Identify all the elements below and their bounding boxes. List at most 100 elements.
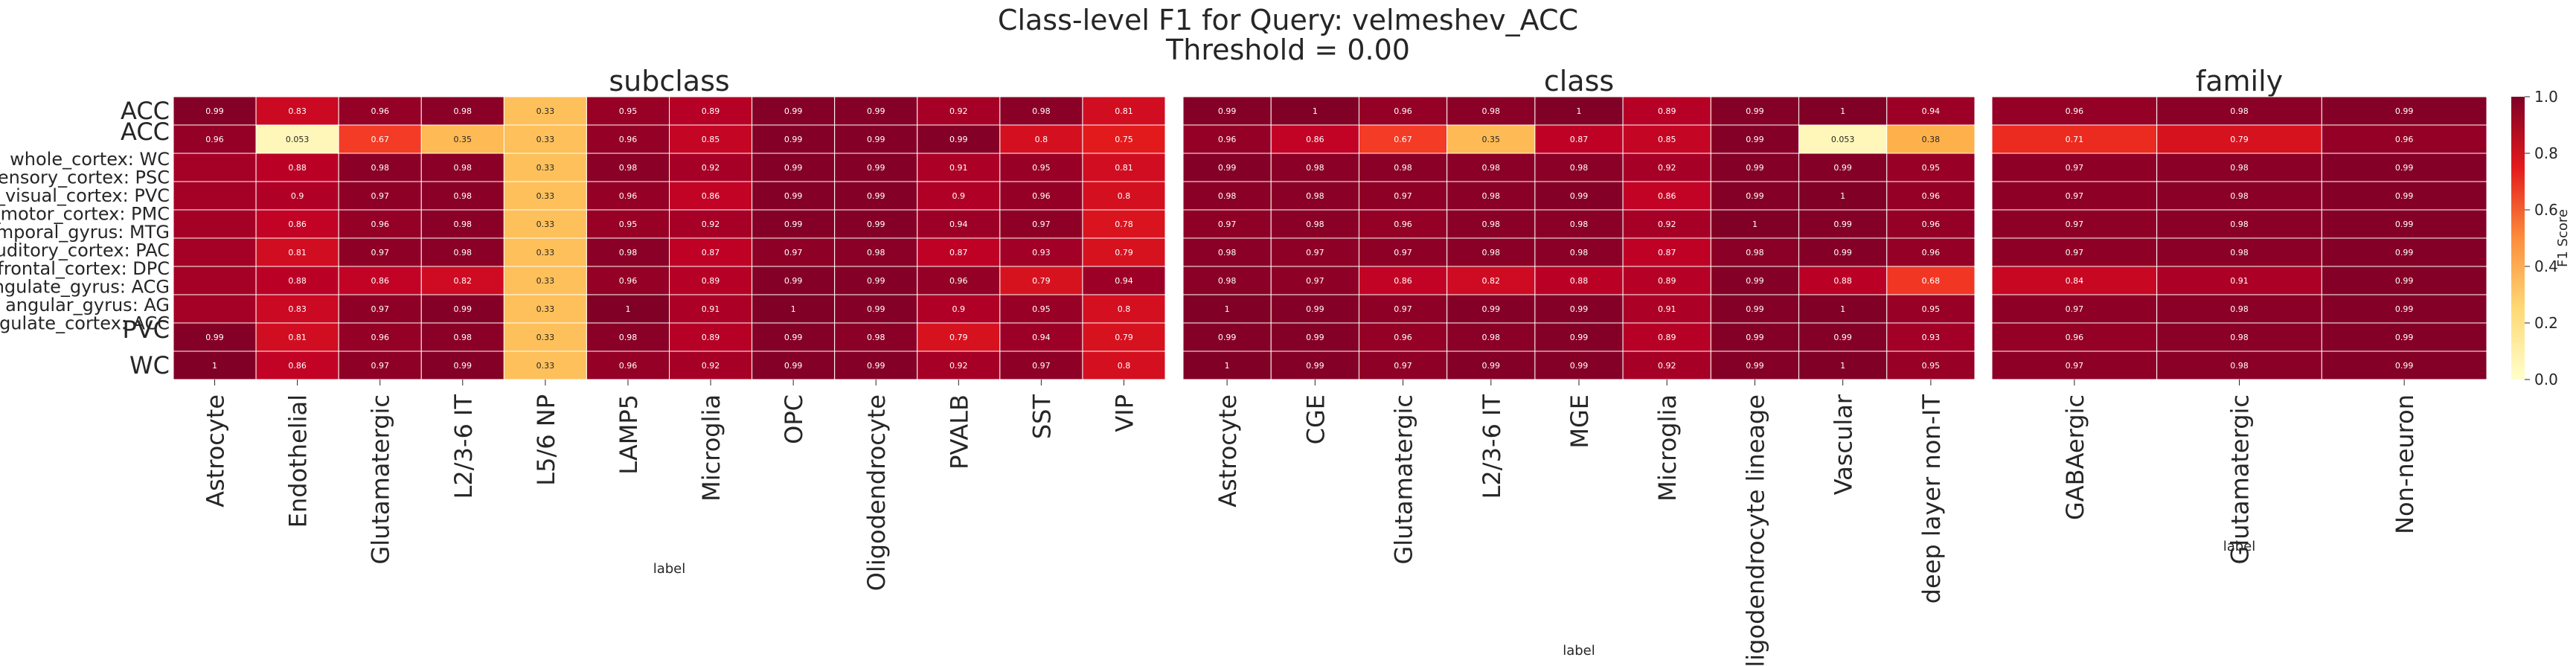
cell-value-label: 0.99 xyxy=(2395,304,2414,314)
cell-value-label: 0.99 xyxy=(867,304,885,314)
cell-value-label: 0.81 xyxy=(1115,106,1133,116)
cell-value-label: 0.92 xyxy=(949,106,968,116)
cell-value-label: 0.99 xyxy=(867,220,885,229)
cell-value-label: 1 xyxy=(1225,304,1230,314)
row-label: primary_auditory_cortex: PAC xyxy=(0,240,170,261)
x-tick-label: Microglia xyxy=(697,394,725,502)
cell-value-label: 0.98 xyxy=(1746,248,1764,257)
heatmap-cell xyxy=(1886,322,1976,352)
heatmap-cell xyxy=(173,322,257,352)
heatmap-cell xyxy=(1886,124,1976,154)
cell-value-label: 0.83 xyxy=(288,304,307,314)
cell-value-label: 0.97 xyxy=(1218,220,1237,229)
cell-value-label: 0.96 xyxy=(1218,135,1237,144)
cell-value-label: 0.79 xyxy=(949,333,968,342)
heatmap-cell xyxy=(2321,237,2487,267)
heatmap-cell xyxy=(2156,153,2322,182)
cell-value-label: 0.99 xyxy=(205,333,224,342)
cell-value-label: 0.33 xyxy=(536,333,555,342)
x-tick-label: Vascular xyxy=(1830,394,1858,495)
heatmap-cell xyxy=(1710,153,1800,182)
cell-value-label: 0.79 xyxy=(1115,248,1133,257)
cell-value-label: 0.89 xyxy=(702,333,720,342)
cell-value-label: 0.99 xyxy=(1570,333,1589,342)
cell-value-label: 0.99 xyxy=(1833,220,1852,229)
cell-value-label: 0.99 xyxy=(1482,361,1501,371)
x-tick-label: Non-neuron xyxy=(2391,394,2419,534)
heatmap-cell xyxy=(1358,294,1448,324)
heatmap-cell xyxy=(255,181,339,211)
cell-value-label: 0.99 xyxy=(867,276,885,286)
cell-value-label: 0.92 xyxy=(702,163,720,173)
heatmap-cell xyxy=(255,266,339,295)
heatmap-cell xyxy=(1358,266,1448,295)
cell-value-label: 0.99 xyxy=(1746,361,1764,371)
cell-value-label: 0.98 xyxy=(2230,220,2249,229)
cell-value-label: 0.81 xyxy=(288,248,307,257)
cell-value-label: 0.99 xyxy=(454,304,472,314)
heatmap-cell xyxy=(1446,181,1536,211)
heatmap-cell xyxy=(1182,294,1272,324)
cell-value-label: 0.96 xyxy=(1394,106,1412,116)
heatmap-cell xyxy=(1886,237,1976,267)
cell-value-label: 0.99 xyxy=(2395,220,2414,229)
heatmap-cell xyxy=(1991,96,2158,126)
heatmap-cell xyxy=(338,209,422,239)
heatmap-cell xyxy=(834,124,918,154)
cell-value-label: 0.96 xyxy=(2395,135,2414,144)
cell-value-label: 0.81 xyxy=(288,333,307,342)
cell-value-label: 0.053 xyxy=(286,135,310,144)
heatmap-cell xyxy=(1622,322,1711,352)
heatmap-cell xyxy=(1270,96,1359,126)
heatmap-cell xyxy=(1798,181,1888,211)
x-tick-label: SST xyxy=(1028,394,1056,440)
heatmap-cell xyxy=(834,294,918,324)
heatmap-cell xyxy=(1270,350,1359,380)
heatmap-cell xyxy=(2156,124,2322,154)
heatmap-cell xyxy=(338,181,422,211)
cell-value-label: 0.99 xyxy=(1746,163,1764,173)
cell-value-label: 0.87 xyxy=(949,248,968,257)
heatmap-cell xyxy=(586,294,670,324)
x-tick-label: L2/3-6 IT xyxy=(449,394,478,499)
heatmap-cell xyxy=(1270,153,1359,182)
heatmap-cell xyxy=(1622,350,1711,380)
cell-value-label: 0.35 xyxy=(454,135,472,144)
cell-value-label: 0.97 xyxy=(1394,248,1412,257)
colorbar-tick-label: 0.6 xyxy=(2534,201,2558,219)
heatmap-cell xyxy=(503,266,587,295)
heatmap-cell xyxy=(1798,124,1888,154)
heatmap-cell xyxy=(1082,237,1166,267)
cell-value-label: 0.98 xyxy=(371,163,389,173)
cell-value-label: 1 xyxy=(1752,220,1758,229)
cell-value-label: 0.67 xyxy=(1394,135,1412,144)
cell-value-label: 1 xyxy=(1840,191,1845,201)
heatmap-cell xyxy=(1082,266,1166,295)
heatmap-cell xyxy=(503,153,587,182)
heatmap-cell xyxy=(1798,350,1888,380)
cell-value-label: 1 xyxy=(791,304,796,314)
cell-value-label: 0.96 xyxy=(1394,333,1412,342)
cell-value-label: 0.99 xyxy=(1746,304,1764,314)
heatmap-cell xyxy=(1534,181,1624,211)
heatmap-cell xyxy=(752,237,836,267)
heatmap-cell xyxy=(1082,124,1166,154)
heatmap-cell xyxy=(1270,181,1359,211)
heatmap-cell xyxy=(2321,153,2487,182)
cell-value-label: 0.87 xyxy=(1658,248,1676,257)
cell-value-label: 0.97 xyxy=(2066,220,2084,229)
cell-value-label: 0.98 xyxy=(1482,163,1501,173)
heatmap-cell xyxy=(1710,266,1800,295)
cell-value-label: 0.99 xyxy=(2395,163,2414,173)
cell-value-label: 0.33 xyxy=(536,304,555,314)
cell-value-label: 0.92 xyxy=(702,361,720,371)
cell-value-label: 0.96 xyxy=(619,361,638,371)
heatmap-cell xyxy=(1622,153,1711,182)
cell-value-label: 0.98 xyxy=(2230,361,2249,371)
cell-value-label: 0.96 xyxy=(1922,191,1941,201)
heatmap-cell xyxy=(999,350,1083,380)
cell-value-label: 0.33 xyxy=(536,191,555,201)
heatmap-cell xyxy=(173,294,257,324)
